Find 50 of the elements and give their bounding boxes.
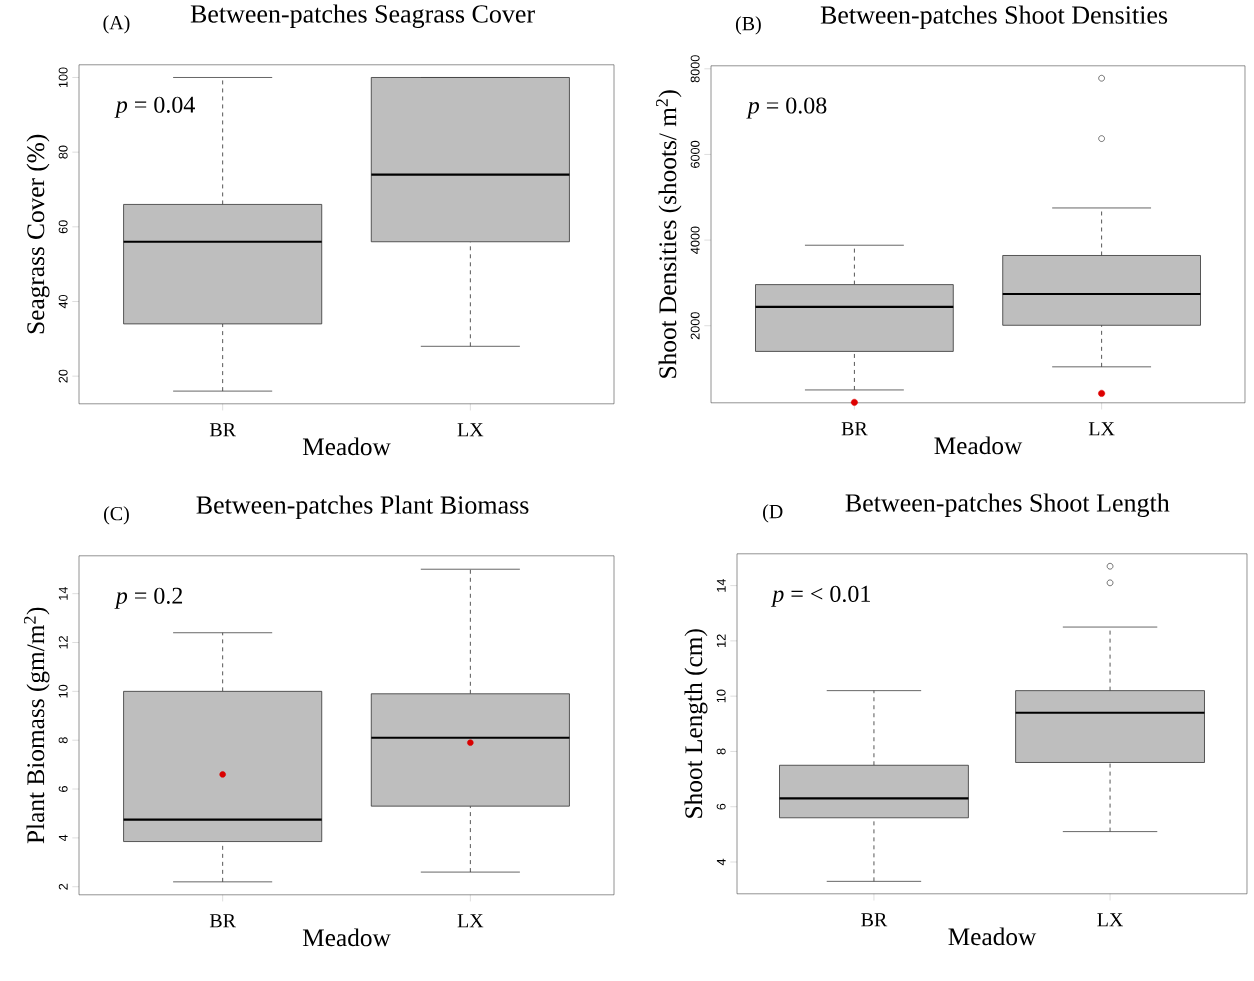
y-tick-label: 80 bbox=[58, 145, 68, 159]
y-tick-label: 6 bbox=[716, 803, 726, 810]
y-tick-label: 14 bbox=[716, 579, 726, 592]
text: (D bbox=[763, 504, 783, 523]
x-axis-title: Meadow bbox=[302, 928, 391, 947]
y-tick-label: 8 bbox=[58, 737, 68, 744]
annotation: p = 0.04 bbox=[114, 96, 195, 118]
y-tick-label: 20 bbox=[58, 369, 68, 383]
x-tick-label: BR bbox=[841, 422, 868, 436]
y-tick-label: 40 bbox=[58, 295, 68, 309]
annotation: p = 0.08 bbox=[746, 97, 827, 119]
y-tick-label: 14 bbox=[58, 587, 68, 600]
text: (C) bbox=[104, 506, 129, 525]
chart-title: Between-patches Plant Biomass bbox=[196, 495, 529, 520]
x-tick-label: LX bbox=[457, 423, 484, 437]
annotation: p = 0.2 bbox=[114, 587, 183, 609]
x-tick-label: LX bbox=[1088, 422, 1115, 436]
x-tick-label: LX bbox=[457, 914, 484, 928]
y-tick-label: 10 bbox=[58, 684, 68, 698]
y-tick-label: 10 bbox=[716, 689, 726, 703]
y-tick-label: 4 bbox=[716, 858, 726, 866]
text: (B) bbox=[735, 16, 761, 35]
x-tick-label: BR bbox=[861, 913, 888, 927]
y-tick-label: 12 bbox=[58, 636, 68, 649]
chart-title: Between-patches Shoot Length bbox=[845, 493, 1170, 518]
x-tick-label: LX bbox=[1097, 913, 1124, 927]
y-axis-title: Seagrass Cover (%) bbox=[26, 134, 50, 334]
annotation: p = < 0.01 bbox=[770, 585, 870, 607]
y-axis-title: Plant Biomass (gm/m$^{2}$) bbox=[23, 607, 50, 844]
y-tick-label: 4000 bbox=[690, 226, 700, 254]
y-tick-label: 60 bbox=[58, 220, 68, 234]
y-tick-label: 100 bbox=[58, 67, 68, 88]
y-tick-label: 6000 bbox=[690, 140, 700, 168]
chart-title: Between-patches Shoot Densities bbox=[820, 5, 1168, 30]
y-tick-label: 8 bbox=[716, 748, 726, 755]
chart-title: Between-patches Seagrass Cover bbox=[190, 4, 535, 29]
x-axis-title: Meadow bbox=[934, 436, 1023, 455]
text: (A) bbox=[103, 15, 130, 34]
y-tick-label: 2000 bbox=[690, 312, 700, 340]
y-tick-label: 6 bbox=[58, 786, 68, 793]
y-tick-label: 4 bbox=[58, 834, 68, 842]
y-tick-label: 8000 bbox=[690, 55, 700, 83]
y-axis-title: Shoot Densities (shoots/ m$^{2}$) bbox=[656, 90, 682, 378]
x-axis-title: Meadow bbox=[302, 437, 391, 456]
x-axis-title: Meadow bbox=[948, 927, 1037, 946]
y-tick-label: 2 bbox=[58, 883, 68, 890]
y-axis-title: Shoot Length (cm) bbox=[684, 629, 708, 818]
y-tick-label: 12 bbox=[716, 634, 726, 648]
x-tick-label: BR bbox=[209, 423, 236, 437]
x-tick-label: BR bbox=[209, 914, 236, 928]
